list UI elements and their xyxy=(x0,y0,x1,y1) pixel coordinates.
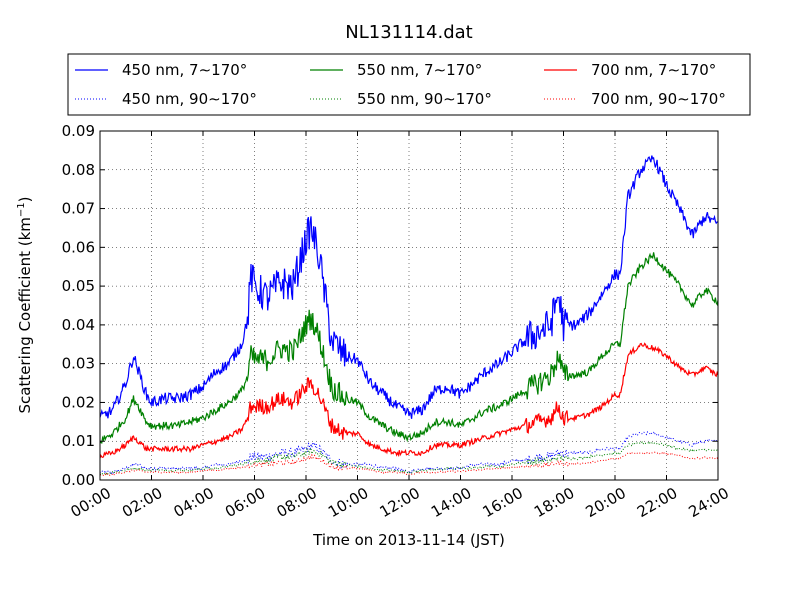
y-axis-title-end: ) xyxy=(16,196,34,202)
x-tick-label: 06:00 xyxy=(222,484,268,521)
y-tick-label: 0.03 xyxy=(62,355,95,373)
legend-frame xyxy=(67,53,751,116)
legend-label: 450 nm, 90∼170° xyxy=(122,90,257,108)
series-line xyxy=(99,441,719,476)
x-tick-label: 20:00 xyxy=(583,484,629,521)
y-tick-label: 0.07 xyxy=(62,200,95,218)
legend-label: 700 nm, 7∼170° xyxy=(591,61,716,79)
y-tick-label: 0.06 xyxy=(62,238,95,256)
series-line xyxy=(99,431,719,475)
y-tick-label: 0.02 xyxy=(62,393,95,411)
x-tick-label: 00:00 xyxy=(68,484,114,521)
y-tick-label: 0.01 xyxy=(62,432,95,450)
x-tick-label: 04:00 xyxy=(171,484,217,521)
x-tick-label: 08:00 xyxy=(274,484,320,521)
y-axis-title-sup: −1 xyxy=(16,202,27,217)
series-layer xyxy=(99,155,719,477)
y-tick-label: 0.08 xyxy=(62,161,95,179)
series-line xyxy=(100,451,719,477)
x-tick-label: 12:00 xyxy=(377,484,423,521)
grid xyxy=(100,131,718,480)
y-tick-label: 0.00 xyxy=(62,471,95,489)
legend-label: 450 nm, 7∼170° xyxy=(122,61,247,79)
x-tick-label: 18:00 xyxy=(531,484,577,521)
y-axis-title-main: Scattering Coefficient (km xyxy=(16,217,34,413)
y-axis: 0.00 0.01 0.02 0.03 0.04 0.05 0.06 0.07 0.08 0.09 xyxy=(62,122,718,489)
series-line xyxy=(99,342,719,459)
legend-label: 700 nm, 90∼170° xyxy=(591,90,726,108)
legend-label: 550 nm, 7∼170° xyxy=(357,61,482,79)
legend: 450 nm, 7∼170° 550 nm, 7∼170° 700 nm, 7∼17… xyxy=(67,53,751,116)
y-tick-label: 0.09 xyxy=(62,122,95,140)
x-tick-label: 14:00 xyxy=(428,484,474,521)
series-line xyxy=(99,155,718,419)
series-line xyxy=(99,252,719,444)
x-axis-title: Time on 2013-11-14 (JST) xyxy=(312,531,505,549)
x-tick-label: 02:00 xyxy=(119,484,165,521)
x-tick-label: 16:00 xyxy=(480,484,526,521)
x-axis: 00:00 02:00 04:00 06:00 08:00 10:00 12:00 14:00… xyxy=(68,131,732,521)
x-tick-label: 22:00 xyxy=(634,484,680,521)
x-tick-label: 24:00 xyxy=(686,484,732,521)
x-tick-label: 10:00 xyxy=(325,484,371,521)
y-tick-label: 0.05 xyxy=(62,277,95,295)
legend-label: 550 nm, 90∼170° xyxy=(357,90,492,108)
y-axis-title: Scattering Coefficient (km−1) xyxy=(16,196,34,413)
y-tick-label: 0.04 xyxy=(62,316,95,334)
chart-title: NL131114.dat xyxy=(345,22,472,43)
